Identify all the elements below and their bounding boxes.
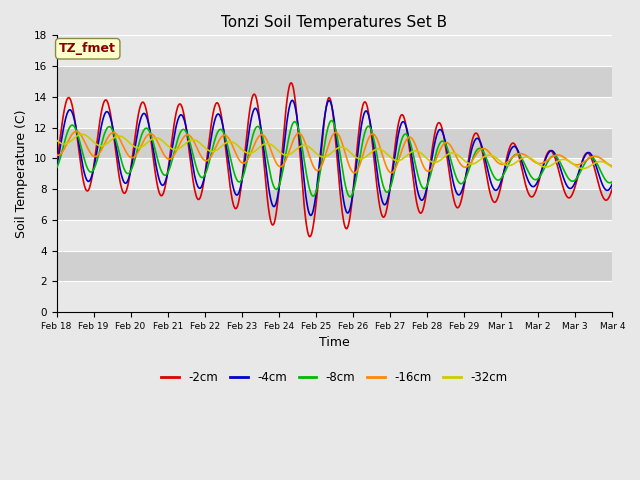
-16cm	[487, 152, 495, 157]
Title: Tonzi Soil Temperatures Set B: Tonzi Soil Temperatures Set B	[221, 15, 447, 30]
-8cm	[487, 168, 495, 173]
-16cm	[298, 133, 306, 139]
-4cm	[109, 127, 117, 133]
-4cm	[609, 181, 616, 187]
Bar	[56, 36, 612, 66]
-2cm	[497, 183, 505, 189]
Bar	[56, 220, 612, 251]
Bar	[56, 97, 612, 128]
-8cm	[609, 179, 616, 184]
-2cm	[109, 130, 117, 136]
-4cm	[307, 213, 315, 218]
-16cm	[435, 149, 443, 155]
-32cm	[486, 152, 494, 158]
-16cm	[609, 163, 616, 169]
-4cm	[289, 97, 296, 103]
-4cm	[487, 180, 495, 185]
-2cm	[277, 160, 285, 166]
-8cm	[328, 118, 335, 123]
Bar	[56, 66, 612, 97]
-8cm	[277, 175, 285, 181]
-32cm	[298, 143, 306, 149]
-16cm	[497, 161, 505, 167]
Y-axis label: Soil Temperature (C): Soil Temperature (C)	[15, 109, 28, 238]
-4cm	[52, 164, 60, 170]
-2cm	[52, 162, 60, 168]
-8cm	[497, 176, 505, 181]
Bar	[56, 189, 612, 220]
-4cm	[435, 127, 443, 133]
-16cm	[278, 163, 285, 169]
Line: -8cm: -8cm	[56, 120, 612, 197]
-8cm	[346, 194, 354, 200]
-2cm	[287, 80, 295, 86]
-32cm	[110, 135, 118, 141]
Bar	[56, 158, 612, 189]
Bar	[56, 281, 612, 312]
-32cm	[52, 137, 60, 143]
Line: -4cm: -4cm	[56, 100, 612, 216]
-16cm	[52, 152, 60, 158]
-8cm	[109, 129, 117, 135]
-32cm	[609, 164, 616, 170]
-2cm	[306, 234, 314, 240]
X-axis label: Time: Time	[319, 336, 350, 349]
-8cm	[435, 142, 443, 147]
Bar	[56, 251, 612, 281]
-2cm	[609, 186, 616, 192]
-32cm	[579, 166, 587, 171]
-4cm	[497, 179, 505, 185]
Bar	[56, 128, 612, 158]
-16cm	[73, 129, 81, 134]
-32cm	[497, 158, 504, 164]
Text: TZ_fmet: TZ_fmet	[60, 42, 116, 55]
Line: -32cm: -32cm	[56, 134, 612, 168]
-32cm	[78, 132, 86, 137]
-2cm	[435, 120, 443, 126]
-16cm	[110, 130, 118, 135]
Line: -2cm: -2cm	[56, 83, 612, 237]
-2cm	[487, 193, 495, 199]
-2cm	[298, 175, 306, 181]
-8cm	[298, 140, 305, 145]
-32cm	[435, 158, 442, 164]
-4cm	[298, 157, 306, 163]
-4cm	[277, 168, 285, 174]
-16cm	[350, 170, 358, 176]
-8cm	[52, 165, 60, 171]
Legend: -2cm, -4cm, -8cm, -16cm, -32cm: -2cm, -4cm, -8cm, -16cm, -32cm	[156, 367, 513, 389]
Line: -16cm: -16cm	[56, 132, 612, 173]
-32cm	[278, 151, 285, 156]
